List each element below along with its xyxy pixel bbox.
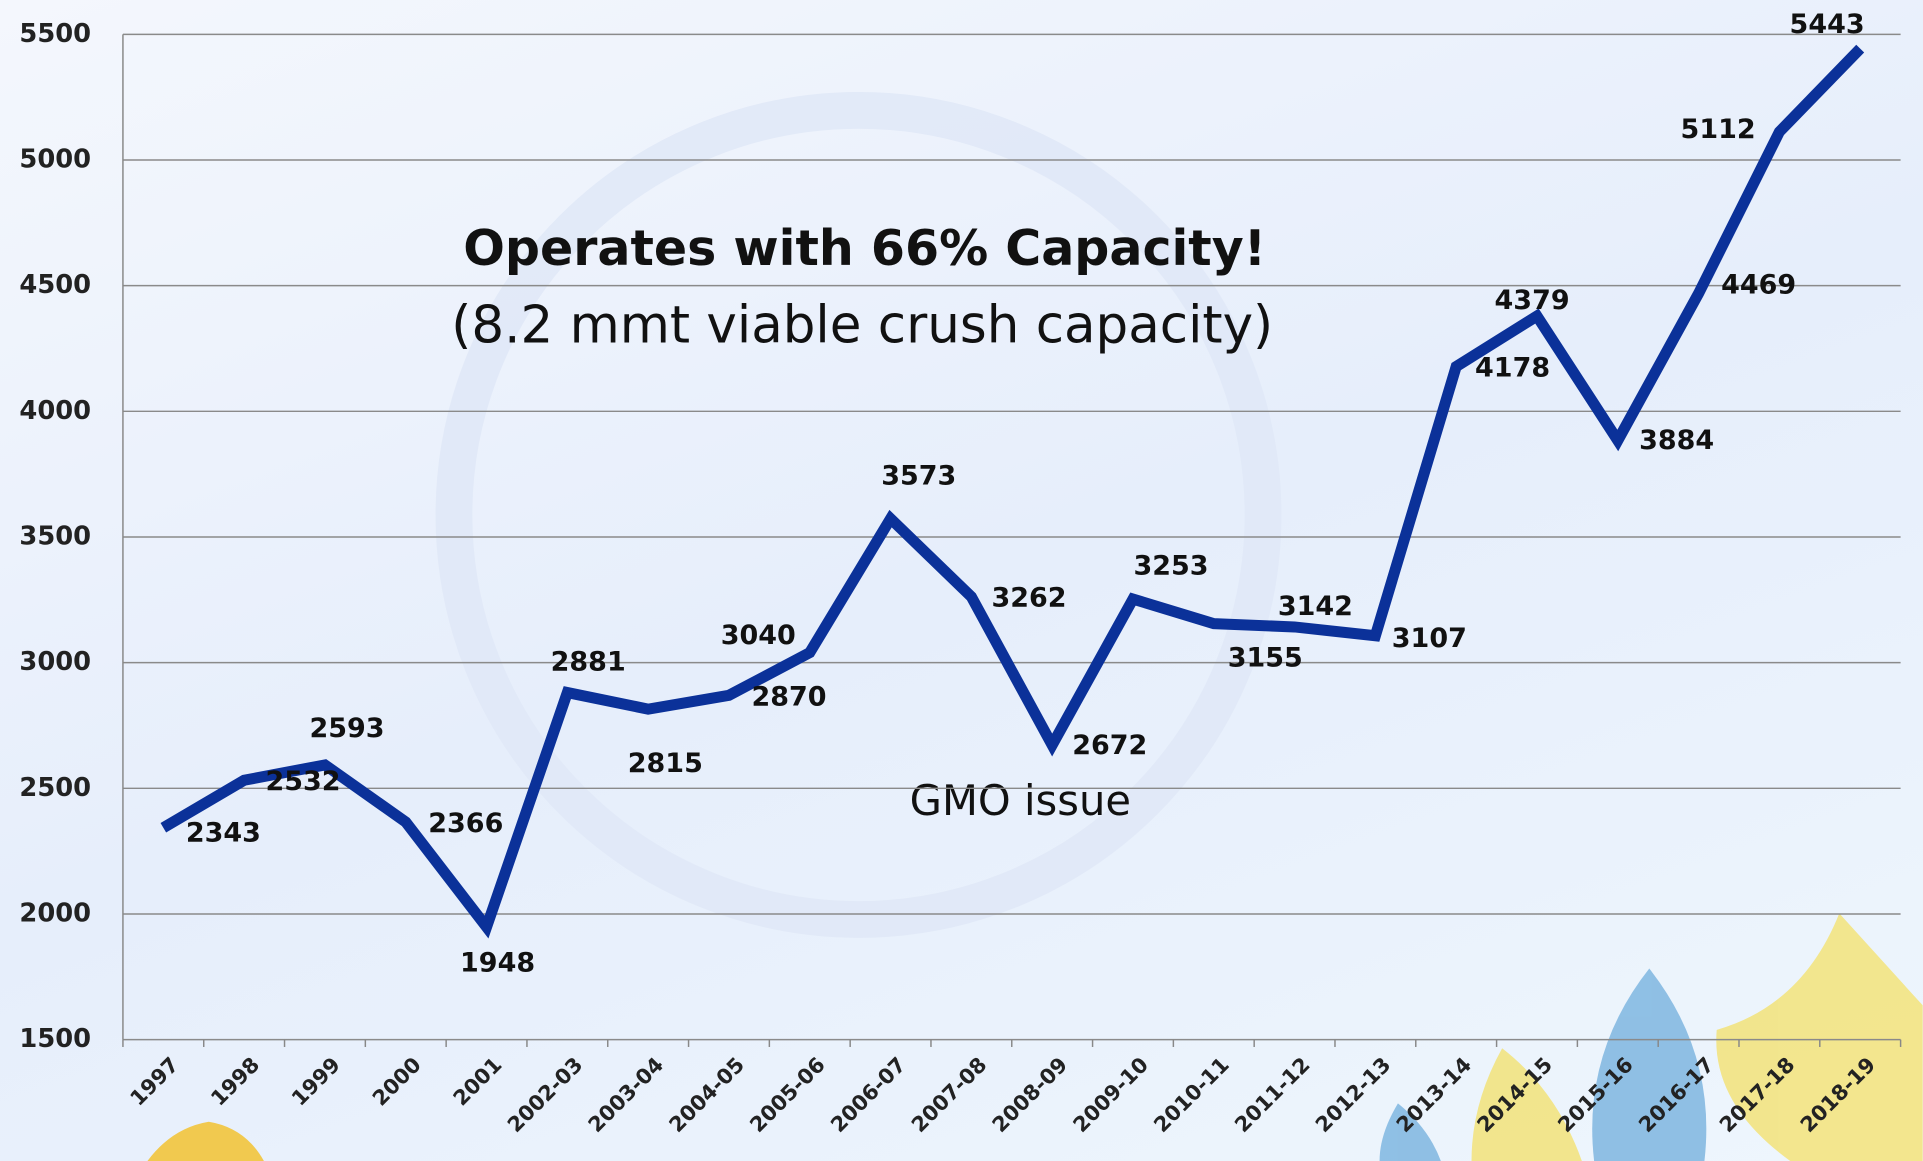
x-tick-label: 2005-06 [745, 1053, 830, 1138]
value-label: 2593 [309, 713, 384, 744]
value-label: 3262 [991, 583, 1066, 614]
x-tick-label: 2000 [368, 1053, 426, 1111]
x-tick-label: 2006-07 [826, 1053, 911, 1138]
value-label: 5112 [1681, 114, 1756, 145]
annotation: GMO issue [910, 776, 1131, 825]
value-label: 3107 [1392, 623, 1467, 654]
value-label: 3040 [721, 620, 796, 651]
value-label: 2881 [551, 647, 626, 678]
data-line [160, 44, 1865, 939]
value-label: 4379 [1495, 285, 1570, 316]
value-label: 2672 [1072, 730, 1147, 761]
y-tick-label: 4000 [19, 396, 91, 426]
value-label: 2815 [628, 748, 703, 779]
x-tick-label: 2013-14 [1392, 1053, 1477, 1138]
chart-subtitle: (8.2 mmt viable crush capacity) [451, 296, 1273, 356]
x-tick-label: 2010-11 [1149, 1053, 1234, 1138]
y-tick-label: 2000 [19, 898, 91, 928]
y-tick-label: 5500 [19, 19, 91, 49]
x-tick-label: 1997 [125, 1053, 183, 1111]
x-tick-label: 2012-13 [1311, 1053, 1396, 1138]
value-label: 4178 [1475, 353, 1550, 384]
value-label: 3155 [1228, 643, 1303, 674]
x-tick-label: 2003-04 [584, 1053, 669, 1138]
y-tick-label: 2500 [19, 773, 91, 803]
y-tick-label: 3000 [19, 647, 91, 677]
y-tick-label: 4500 [19, 270, 91, 300]
value-label: 3253 [1133, 551, 1208, 582]
y-tick-label: 3500 [19, 521, 91, 551]
value-label: 3884 [1639, 425, 1714, 456]
value-label: 3573 [881, 460, 956, 491]
value-label: 2870 [751, 681, 826, 712]
value-label: 2366 [428, 808, 503, 839]
x-tick-label: 2009-10 [1068, 1053, 1153, 1138]
x-tick-label: 1998 [206, 1053, 264, 1111]
x-tick-label: 1999 [287, 1053, 345, 1111]
y-tick-label: 1500 [19, 1024, 91, 1054]
value-label: 2343 [186, 817, 261, 848]
value-label: 5443 [1790, 9, 1865, 40]
y-tick-label: 5000 [19, 144, 91, 174]
value-label: 2532 [265, 766, 340, 797]
chart-title: Operates with 66% Capacity! [463, 219, 1266, 277]
x-tick-label: 2002-03 [503, 1053, 588, 1138]
value-label: 1948 [460, 947, 535, 978]
value-label: 4469 [1721, 270, 1796, 301]
value-label: 3142 [1278, 591, 1353, 622]
x-tick-label: 2004-05 [664, 1053, 749, 1138]
x-tick-label: 2008-09 [988, 1053, 1073, 1138]
decoration [147, 91, 1923, 1161]
x-tick-label: 2007-08 [907, 1053, 992, 1138]
x-tick-label: 2011-12 [1230, 1053, 1315, 1138]
x-tick-label: 2001 [449, 1053, 507, 1111]
